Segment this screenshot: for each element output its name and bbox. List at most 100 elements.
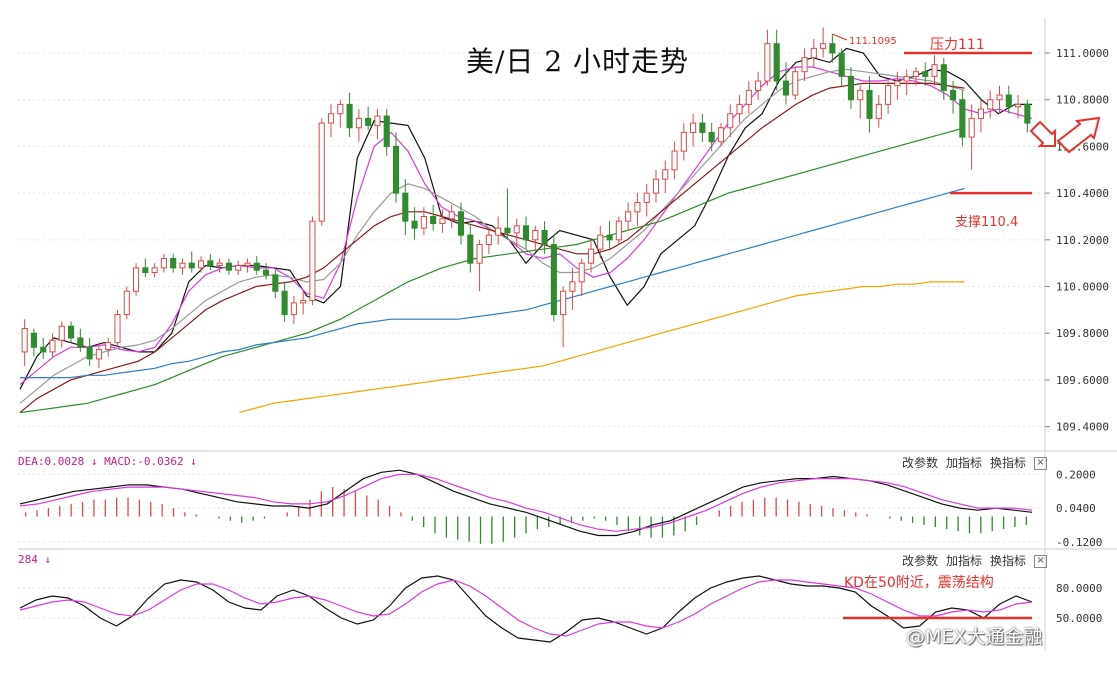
high-marker: 111.1095 (831, 33, 897, 47)
candle-body (513, 225, 520, 234)
ma-line-ma_blue (20, 187, 965, 379)
candle-body (597, 234, 604, 250)
resistance-label: 压力111 (930, 37, 985, 53)
candle-body (402, 192, 409, 222)
macd-signal-line (19, 473, 1033, 532)
macd-y-tick-label: -0.1200 (1056, 536, 1102, 549)
candle-body (652, 178, 660, 194)
kd-change-params-button[interactable]: 改参数 (902, 554, 939, 568)
candle-body (717, 127, 725, 143)
main-y-tick-label: 109.4000 (1056, 421, 1109, 434)
main-y-tick-label: 111.0000 (1056, 47, 1109, 60)
candle-body (86, 346, 93, 360)
candle-body (457, 211, 465, 236)
candle-body (300, 300, 307, 304)
candle-body (643, 192, 650, 203)
candle-body (699, 122, 706, 133)
candle-body (309, 220, 316, 302)
candle-body (522, 225, 530, 241)
candle-body (541, 229, 548, 246)
main-y-tick-label: 110.2000 (1056, 234, 1109, 247)
kd-panel-label: 284 ↓ (18, 553, 52, 566)
candle-body (262, 269, 270, 276)
candle-body (151, 267, 158, 274)
candle-body (968, 117, 975, 138)
support-label: 支撑110.4 (955, 215, 1019, 230)
candle-body (940, 64, 947, 91)
candle-body (179, 262, 186, 269)
candle-body (160, 258, 167, 269)
macd-toolbar: 改参数 加指标 换指标 × (894, 454, 1048, 471)
macd-close-icon[interactable]: × (1034, 457, 1048, 470)
candle-body (931, 64, 938, 77)
kd-grid (18, 587, 1045, 619)
candle-body (485, 234, 492, 246)
candle-body (569, 281, 576, 292)
candle-body (838, 52, 845, 77)
candle-body (606, 234, 613, 241)
candle-body (68, 325, 75, 339)
kd-y-tick-label: 50.0000 (1056, 612, 1102, 625)
candle-body (950, 89, 957, 101)
candle-body (764, 43, 771, 82)
candle-body (912, 71, 919, 77)
candle-body (996, 94, 1003, 101)
candle-body (105, 342, 112, 351)
candle-body (977, 108, 984, 119)
candle-body (197, 260, 205, 269)
ma-line-ma_black (19, 47, 1032, 390)
main-y-tick-label: 110.0000 (1056, 281, 1109, 294)
candle-body (736, 103, 743, 115)
main-y-tick-label: 110.4000 (1056, 187, 1109, 200)
macd-lines (19, 469, 1033, 537)
candle-body (235, 265, 242, 271)
candle-body (476, 244, 483, 264)
candle-body (1015, 103, 1022, 108)
candle-body (634, 201, 641, 213)
kd-y-tick-label: 80.0000 (1056, 582, 1102, 595)
kd-k-line (19, 575, 1033, 643)
kd-switch-indicator-button[interactable]: 换指标 (990, 554, 1027, 568)
candle-body (337, 103, 344, 115)
direction-arrows (1029, 116, 1101, 154)
candle-body (792, 71, 799, 96)
ma-line-ma_gray (19, 68, 965, 404)
candle-body (188, 262, 195, 269)
candle-body (40, 346, 47, 353)
candle-body (374, 115, 381, 126)
macd-add-indicator-button[interactable]: 加指标 (946, 456, 983, 470)
candle-body (392, 145, 400, 194)
kd-close-icon[interactable]: × (1034, 555, 1048, 568)
macd-switch-indicator-button[interactable]: 换指标 (990, 456, 1027, 470)
candle-body (420, 215, 427, 229)
candle-body (680, 131, 687, 152)
high-marker-arrow (831, 33, 848, 41)
kd-add-indicator-button[interactable]: 加指标 (946, 554, 983, 568)
main-y-ticks: 111.0000110.8000110.6000110.4000110.2000… (1045, 47, 1109, 434)
candle-body (123, 290, 130, 316)
macd-y-tick-label: 0.0400 (1056, 502, 1096, 515)
candle-body (690, 122, 697, 133)
candle-body (847, 75, 855, 101)
macd-change-params-button[interactable]: 改参数 (902, 456, 939, 470)
candle-body (253, 262, 260, 271)
main-y-tick-label: 109.6000 (1056, 374, 1109, 387)
kd-note-label: KD在50附近，震荡结构 (844, 575, 994, 591)
candle-body (782, 80, 790, 96)
candle-body (987, 99, 994, 110)
candle-body (708, 131, 715, 143)
candle-body (58, 325, 65, 341)
candle-body (49, 339, 56, 353)
macd-panel-label: DEA:0.0028 ↓ MACD:-0.0362 ↓ (18, 455, 197, 468)
candle-body (755, 80, 762, 91)
candle-body (225, 262, 232, 271)
candle-body (671, 150, 678, 171)
candle-body (430, 215, 437, 224)
moving-average-lines (19, 47, 1033, 414)
kd-lines (19, 575, 1033, 643)
down-right-arrow-icon (1029, 120, 1056, 147)
ma-line-ma_orange (239, 281, 965, 414)
candle-body (1024, 103, 1031, 124)
main-grid (18, 52, 1045, 428)
